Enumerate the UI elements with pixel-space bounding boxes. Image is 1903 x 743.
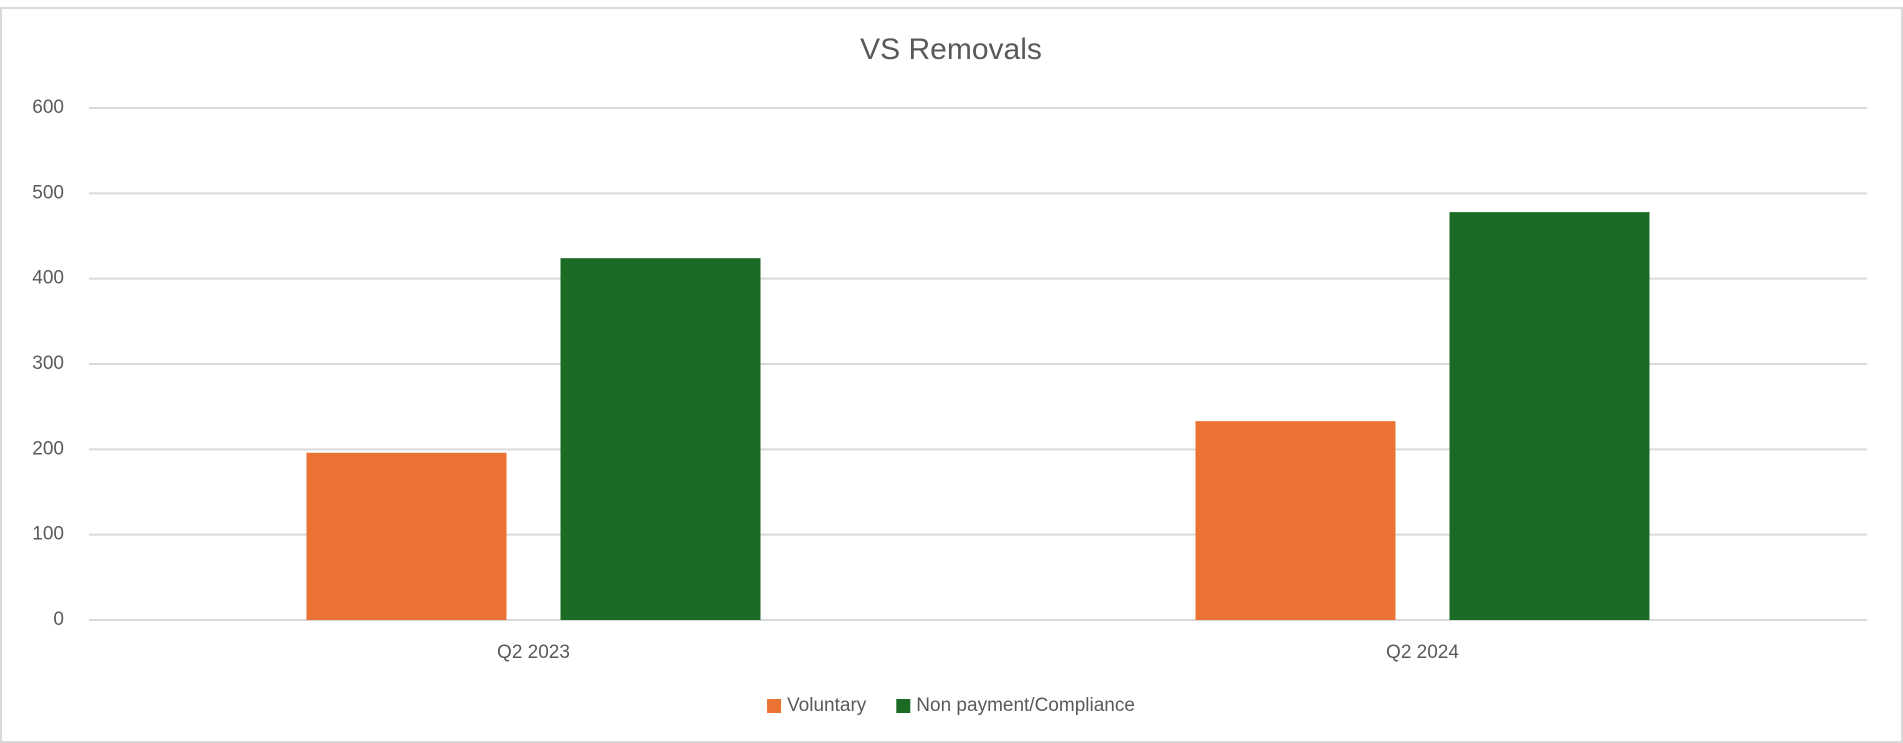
legend-label: Non payment/Compliance: [916, 695, 1135, 716]
bar: [560, 258, 761, 620]
bar: [1195, 421, 1396, 620]
y-tick-label: 100: [32, 524, 64, 545]
y-tick-label: 200: [32, 438, 64, 459]
y-tick-label: 400: [32, 268, 64, 289]
x-tick-label: Q2 2023: [497, 642, 570, 663]
legend-swatch: [767, 699, 782, 713]
y-tick-label: 0: [53, 609, 64, 630]
legend-swatch: [896, 699, 911, 713]
chart-title: VS Removals: [860, 33, 1042, 66]
y-tick-label: 500: [32, 182, 64, 203]
y-tick-label: 300: [32, 353, 64, 374]
x-tick-label: Q2 2024: [1386, 642, 1459, 663]
bar: [1449, 212, 1650, 620]
legend-label: Voluntary: [787, 695, 867, 716]
y-tick-label: 600: [32, 97, 64, 118]
bar: [306, 452, 507, 620]
